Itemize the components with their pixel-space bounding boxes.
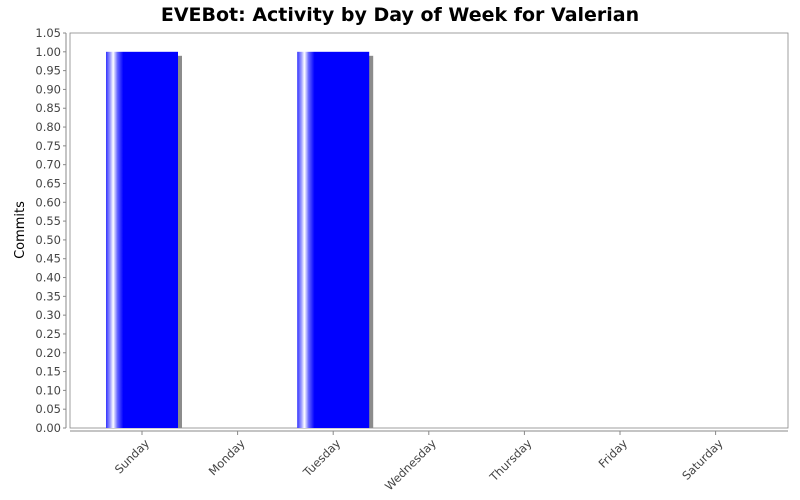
chart-title: EVEBot: Activity by Day of Week for Vale…: [161, 4, 639, 26]
x-tick-label: Friday: [596, 436, 631, 471]
y-axis: 0.00 0.05 0.10 0.15 0.20 0.25 0.30 0.35 0.40 0.45…: [35, 26, 67, 435]
bar-sunday: [106, 51, 178, 429]
bars: [106, 51, 374, 429]
x-tick-label: Tuesday: [300, 436, 344, 480]
y-tick-label: 0.90: [35, 82, 61, 96]
y-tick-label: 0.60: [35, 195, 61, 209]
y-tick-label: 0.75: [35, 139, 61, 153]
x-axis: Sunday Monday Tuesday Wednesday Thursday Frid…: [70, 430, 788, 493]
x-tick-label: Saturday: [679, 436, 726, 483]
y-tick-label: 0.10: [35, 383, 61, 397]
x-tick-label: Wednesday: [382, 436, 439, 493]
y-tick-label: 1.00: [35, 45, 61, 59]
y-tick-label: 0.80: [35, 120, 61, 134]
y-tick-label: 0.55: [35, 214, 61, 228]
y-tick-label: 0.65: [35, 176, 61, 190]
y-tick-label: 0.05: [35, 402, 61, 416]
y-tick-label: 0.20: [35, 346, 61, 360]
y-tick-label: 0.85: [35, 101, 61, 115]
y-tick-label: 0.25: [35, 327, 61, 341]
bar-tuesday: [297, 51, 370, 429]
x-tick-label: Sunday: [112, 436, 152, 476]
x-tick-label: Thursday: [486, 436, 535, 485]
y-tick-label: 0.35: [35, 289, 61, 303]
y-tick-label: 0.95: [35, 64, 61, 78]
y-tick-label: 0.30: [35, 308, 61, 322]
y-axis-label: Commits: [13, 201, 28, 259]
y-tick-label: 0.15: [35, 365, 61, 379]
y-tick-label: 0.40: [35, 271, 61, 285]
y-tick-label: 0.45: [35, 252, 61, 266]
plot-area: [69, 32, 789, 429]
y-tick-label: 1.05: [35, 26, 61, 40]
y-tick-label: 0.00: [35, 421, 61, 435]
y-tick-label: 0.70: [35, 158, 61, 172]
y-tick-label: 0.50: [35, 233, 61, 247]
x-tick-label: Monday: [206, 436, 248, 478]
